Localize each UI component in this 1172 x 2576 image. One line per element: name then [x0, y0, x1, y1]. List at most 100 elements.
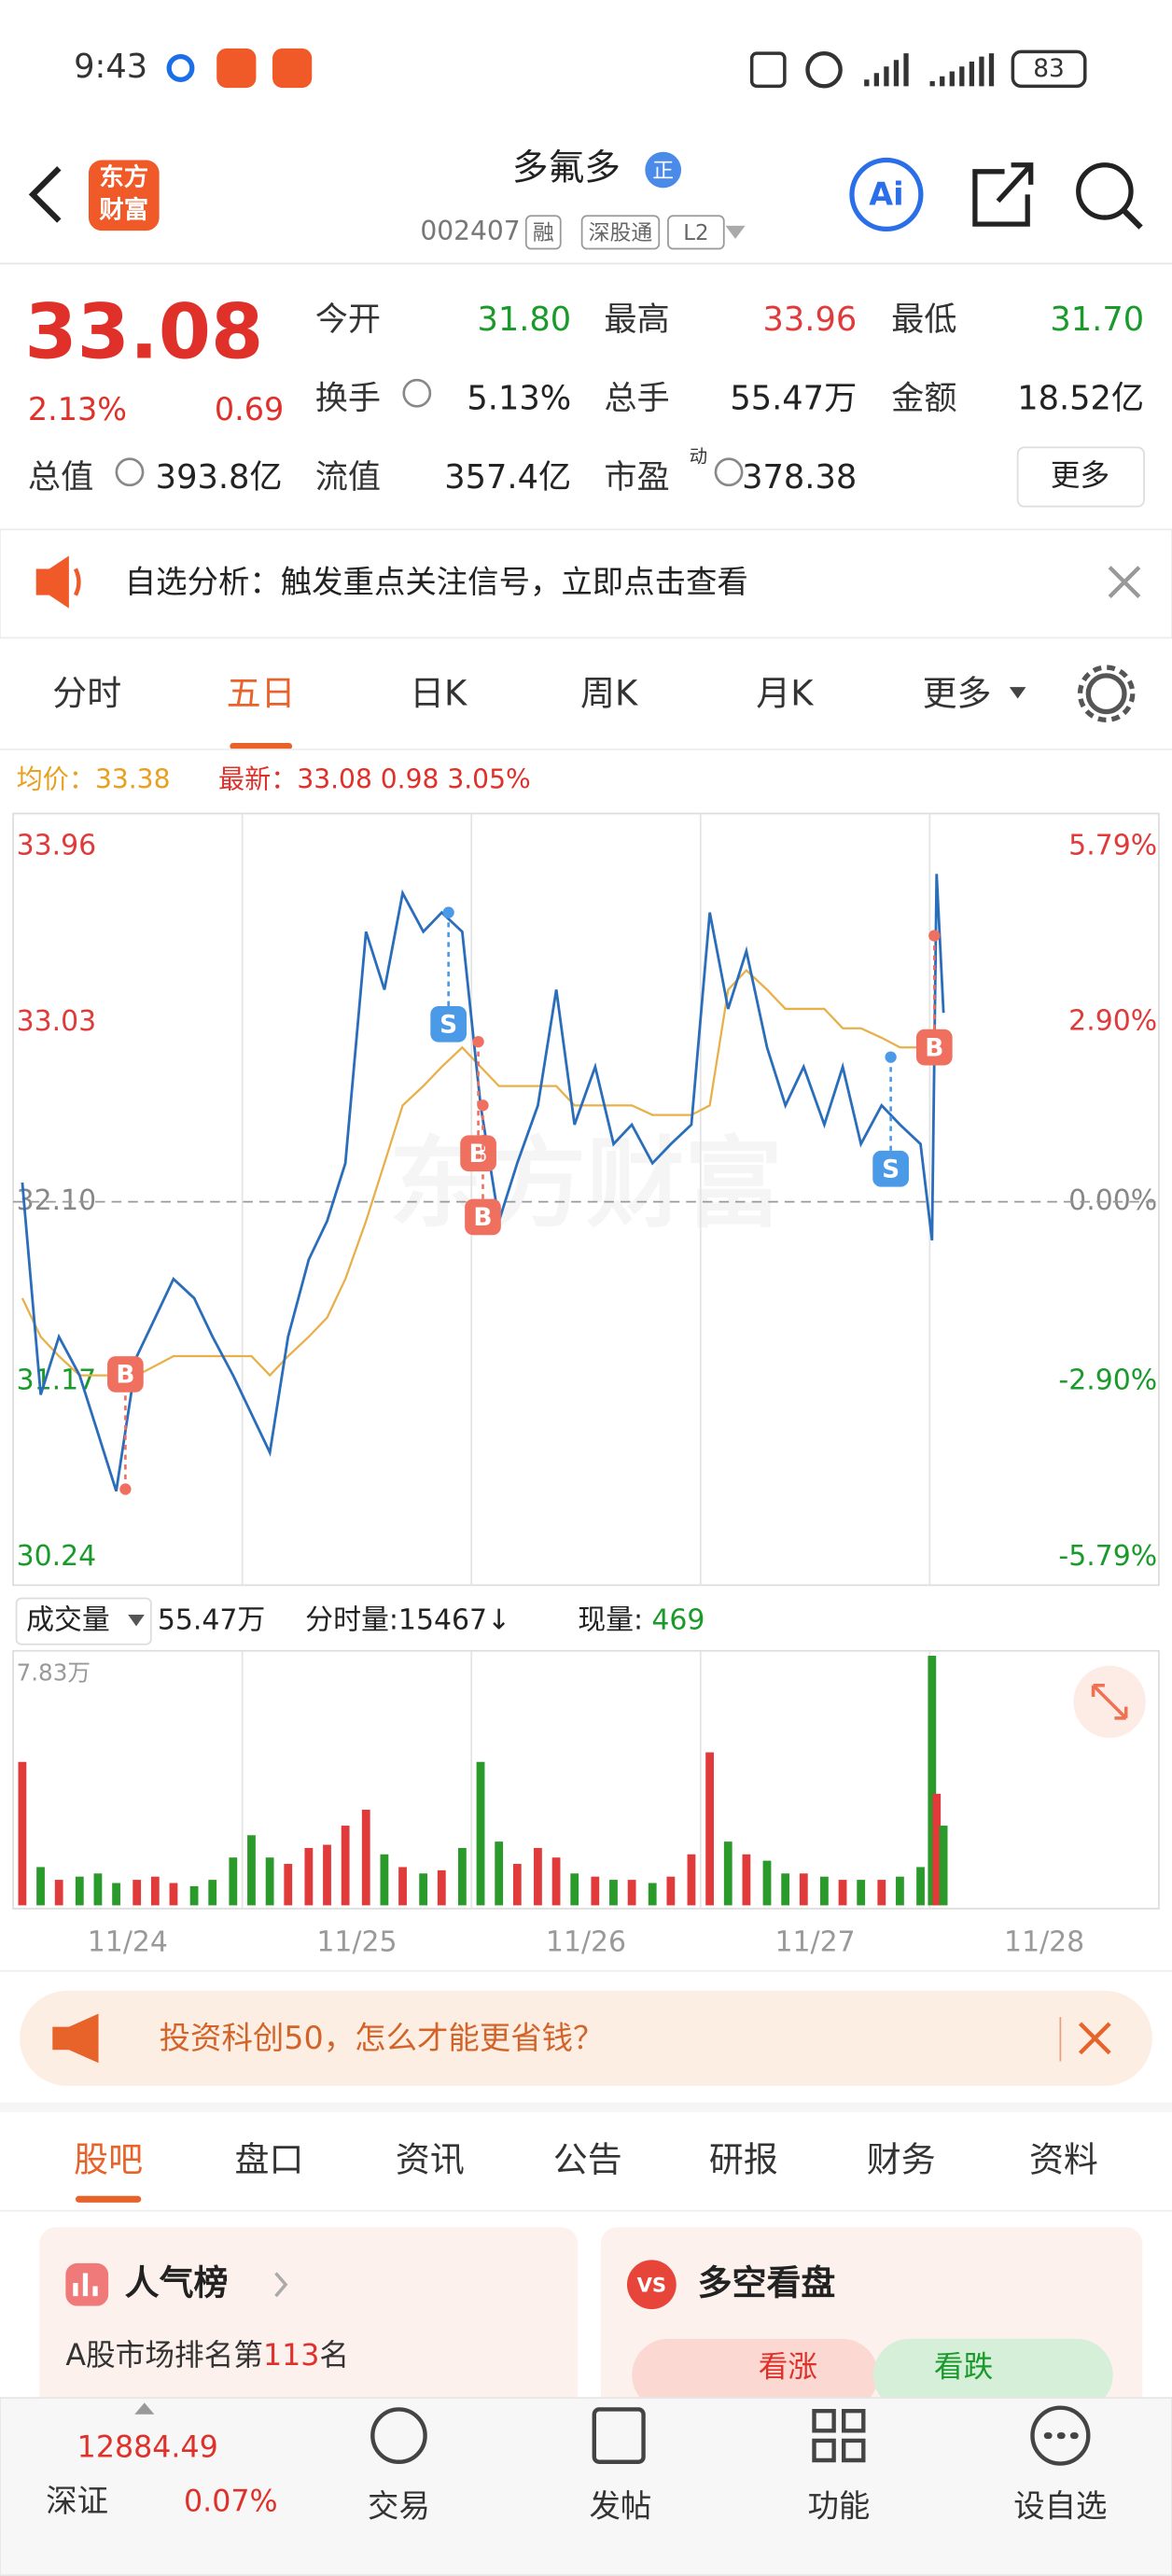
field-label: 总值 — [28, 458, 93, 497]
info-icon[interactable] — [402, 378, 432, 408]
period-tab[interactable]: 周K — [580, 673, 638, 713]
bull-button[interactable] — [632, 2338, 879, 2412]
settings-icon[interactable] — [1085, 673, 1127, 715]
ai-button[interactable] — [849, 157, 924, 232]
volume-bar — [591, 1876, 600, 1906]
volume-bar — [380, 1854, 389, 1906]
content-tab[interactable]: 股吧 — [74, 2139, 143, 2179]
info-icon[interactable] — [115, 457, 145, 487]
search-button[interactable] — [1076, 162, 1134, 220]
trade-badge[interactable] — [465, 1198, 501, 1236]
dropdown-icon[interactable] — [725, 225, 746, 239]
volume-bar — [666, 1876, 676, 1906]
trade-label: S — [440, 1012, 457, 1040]
price: 33.08 — [24, 288, 263, 376]
signal-icon — [864, 53, 995, 87]
info-icon[interactable] — [714, 457, 744, 487]
dropdown-icon — [128, 1615, 145, 1627]
trade-badge[interactable] — [107, 1356, 144, 1393]
trade-badge[interactable] — [872, 1150, 909, 1187]
nav-item[interactable]: 功能 — [807, 2488, 870, 2525]
volume-bar — [781, 1873, 790, 1906]
popularity-card[interactable] — [39, 2227, 579, 2412]
trade-point — [928, 930, 941, 942]
more-button[interactable] — [1016, 446, 1145, 508]
field-value: 5.13% — [467, 379, 571, 417]
logo-text: 财富 — [99, 196, 148, 225]
ad-close[interactable] — [1078, 2022, 1111, 2055]
battery-level: 83 — [1033, 55, 1065, 83]
volume-selector[interactable] — [15, 1597, 152, 1645]
trade-point — [119, 1483, 132, 1495]
index-name: 深证 — [46, 2483, 108, 2519]
tag: L2 — [683, 221, 708, 245]
volume-bar — [265, 1857, 274, 1906]
trade-point — [477, 1099, 489, 1112]
volume-bar — [570, 1873, 579, 1906]
volume-bar — [799, 1873, 808, 1906]
volume-bar — [495, 1841, 504, 1906]
index-change: 0.07% — [184, 2485, 278, 2519]
content-tab[interactable]: 资料 — [1029, 2139, 1098, 2179]
ad-banner[interactable] — [20, 1990, 1152, 2086]
bottom-bar — [0, 2397, 1172, 2576]
x-tick-label: 11/27 — [775, 1925, 856, 1958]
trade-label: S — [882, 1156, 900, 1184]
bear-button[interactable] — [872, 2338, 1113, 2412]
current-volume-label: 现量: — [578, 1604, 643, 1637]
volume-bar — [534, 1847, 542, 1906]
trade-label: B — [473, 1204, 492, 1232]
ad-text: 投资科创50，怎么才能更省钱？ — [160, 2020, 605, 2056]
field-superscript: 动 — [690, 445, 707, 467]
vs-icon — [626, 2260, 677, 2310]
dropdown-icon — [1009, 687, 1026, 699]
volume-bar — [476, 1761, 485, 1906]
bottom-nav: 交易 发帖 功能 设自选 — [368, 2488, 1107, 2525]
period-tab[interactable]: 日K — [410, 673, 467, 713]
volume-bar — [419, 1873, 428, 1906]
notice-bar[interactable] — [0, 528, 1172, 639]
volume-bar — [932, 1793, 942, 1906]
megaphone-icon — [52, 2013, 99, 2064]
trade-icon — [370, 2407, 427, 2464]
close-button[interactable] — [1108, 566, 1141, 598]
field-label: 金额 — [891, 379, 956, 417]
nav-item[interactable]: 交易 — [368, 2488, 430, 2525]
y2-tick-label: 2.90% — [1068, 1005, 1157, 1038]
content-tab[interactable]: 研报 — [709, 2139, 778, 2179]
change: 0.69 — [215, 391, 284, 427]
trade-label: B — [116, 1362, 134, 1390]
volume-bar — [877, 1880, 886, 1906]
trade-badge[interactable] — [430, 1005, 467, 1043]
period-tab[interactable]: 月K — [756, 673, 814, 713]
change-pct: 2.13% — [28, 391, 127, 427]
rank-number: 113 — [263, 2339, 319, 2373]
trade-badge[interactable] — [460, 1135, 496, 1172]
volume-bar — [437, 1869, 446, 1906]
content-tab[interactable]: 资讯 — [396, 2139, 465, 2179]
period-tab[interactable]: 更多 — [923, 673, 992, 713]
current-volume: 469 — [651, 1604, 705, 1637]
share-button[interactable] — [972, 162, 1034, 227]
volume-bar — [189, 1885, 199, 1906]
index-arrow — [134, 2402, 155, 2415]
content-tab[interactable]: 盘口 — [235, 2139, 304, 2179]
trade-badge[interactable] — [915, 1029, 953, 1066]
battery — [1011, 49, 1087, 89]
badge — [645, 151, 682, 189]
content-tab[interactable]: 公告 — [553, 2139, 622, 2179]
logo[interactable] — [88, 160, 160, 231]
volume-bar — [916, 1867, 925, 1906]
trade-point — [472, 1035, 484, 1048]
content-tab[interactable]: 财务 — [867, 2139, 936, 2179]
price-line — [21, 968, 944, 1378]
field-label: 今开 — [315, 301, 381, 339]
nav-item[interactable]: 设自选 — [1013, 2488, 1107, 2525]
back-button[interactable] — [28, 166, 62, 223]
volume-chart-frame — [12, 1649, 1160, 1910]
nav-item[interactable]: 发帖 — [590, 2488, 652, 2525]
volume-bar — [284, 1864, 293, 1906]
period-tab[interactable]: 五日 — [227, 673, 296, 713]
y-tick-label: 31.17 — [17, 1364, 97, 1396]
period-tab[interactable]: 分时 — [52, 673, 121, 713]
